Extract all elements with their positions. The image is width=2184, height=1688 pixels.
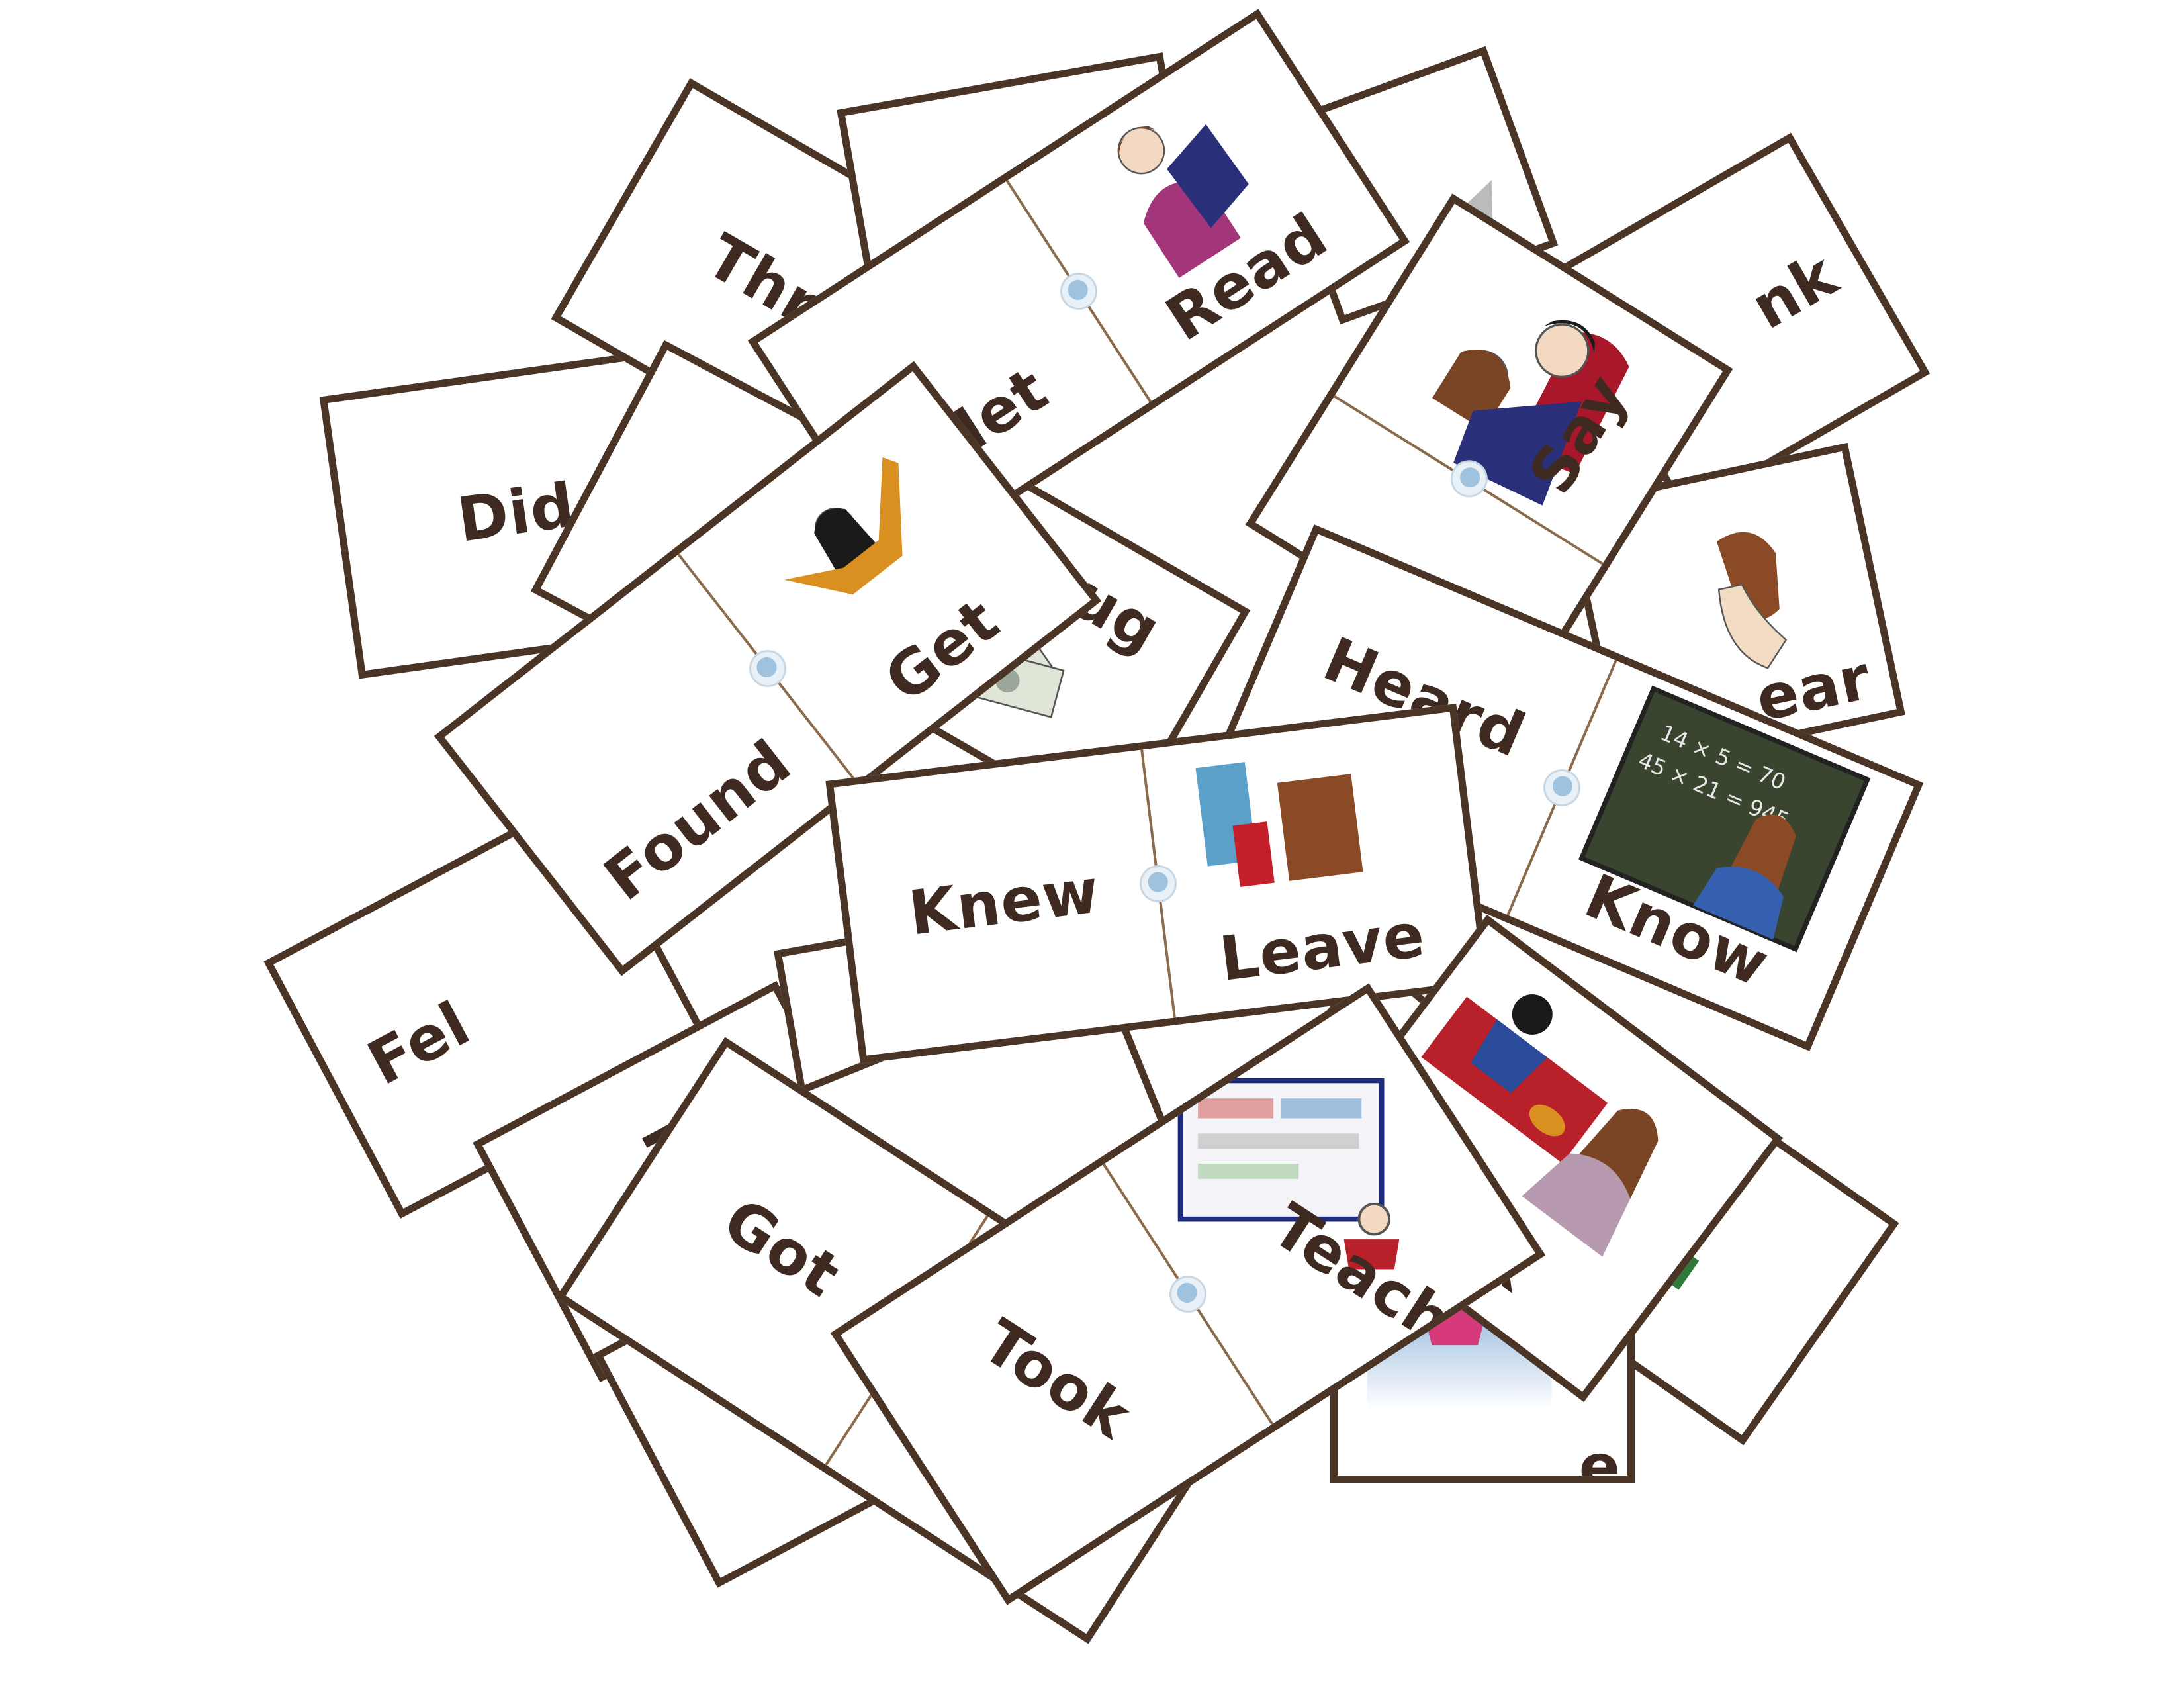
chalkboard-illustration: 14 × 5 = 70 45 × 21 = 945 bbox=[1537, 667, 1911, 971]
card-hear[interactable]: ear bbox=[1563, 442, 1905, 776]
card-word: Leave bbox=[1216, 899, 1429, 996]
card-knew-leave[interactable]: Knew Leave bbox=[825, 704, 1491, 1064]
suitcase-illustration bbox=[1142, 712, 1468, 897]
card-speak[interactable]: Speak bbox=[1287, 914, 1784, 1403]
whisper-illustration bbox=[1332, 214, 1716, 567]
card-word: Knew bbox=[905, 855, 1103, 949]
card-took-teach[interactable]: Took Teach bbox=[830, 983, 1546, 1605]
logo-icon bbox=[1162, 1268, 1214, 1320]
ear-illustration bbox=[1663, 502, 1858, 692]
card-met-read[interactable]: Met Read bbox=[747, 9, 1410, 574]
card-word: e bbox=[1578, 1431, 1621, 1483]
stretching-woman-illustration bbox=[686, 382, 1031, 706]
card-found-get[interactable]: Found Get bbox=[433, 361, 1102, 976]
card-word: Took bbox=[970, 1305, 1144, 1453]
card-heard-know[interactable]: Heard 14 × 5 = 70 45 × 21 = 945 Know bbox=[1200, 524, 1924, 1051]
card-word: Found bbox=[591, 726, 804, 915]
two-women-illustration bbox=[1377, 943, 1733, 1277]
reading-woman-illustration bbox=[1013, 29, 1351, 328]
teacher-chart-illustration bbox=[1137, 1068, 1451, 1270]
card-say[interactable]: Say bbox=[1245, 193, 1733, 700]
